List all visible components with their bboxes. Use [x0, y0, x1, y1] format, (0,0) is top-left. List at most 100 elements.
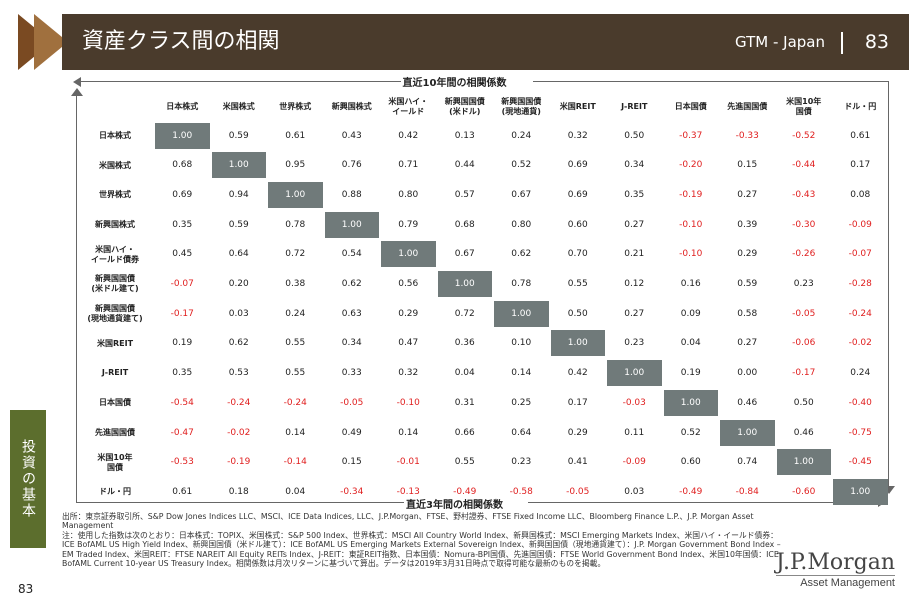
- matrix-cell: 1.00: [663, 389, 718, 416]
- matrix-cell: 1.00: [776, 449, 831, 476]
- matrix-cell: 0.34: [341, 338, 362, 349]
- matrix-cell: 0.52: [511, 160, 532, 171]
- matrix-cell: -0.17: [792, 368, 816, 379]
- matrix-cell: 0.35: [624, 189, 645, 200]
- matrix-cell: -0.01: [396, 457, 420, 468]
- matrix-cell: 0.69: [567, 160, 588, 171]
- header-bar: 資産クラス間の相関 GTM - Japan 83: [0, 14, 909, 70]
- matrix-cell: -0.84: [735, 486, 759, 497]
- matrix-cell: 0.78: [285, 219, 306, 230]
- matrix-cell: -0.49: [453, 486, 477, 497]
- row-header: ドル・円: [99, 487, 131, 497]
- column-header: 日本国債: [674, 102, 707, 111]
- matrix-cell: 0.03: [624, 486, 645, 497]
- matrix-cell: -0.10: [396, 397, 420, 408]
- matrix-cell: -0.60: [792, 486, 816, 497]
- matrix-cell: 0.56: [398, 279, 419, 289]
- arrow-up-icon: [71, 88, 83, 96]
- matrix-cell: 0.80: [511, 219, 532, 230]
- matrix-cell: 0.09: [680, 308, 701, 319]
- matrix-cell: 0.35: [172, 368, 193, 379]
- matrix-cell: 0.55: [567, 279, 588, 289]
- header-tag: GTM - Japan: [735, 33, 825, 51]
- matrix-cell: 0.54: [341, 249, 362, 260]
- matrix-cell: 0.94: [228, 189, 249, 200]
- matrix-cell: 0.27: [737, 189, 758, 200]
- matrix-cell: 0.55: [285, 368, 306, 379]
- header-page-number: 83: [864, 31, 889, 53]
- matrix-cell: 0.29: [567, 427, 588, 438]
- row-header: 新興国国債 (現地通貨建て): [87, 304, 143, 324]
- matrix-cell: 0.12: [624, 279, 645, 289]
- column-header: 新興国株式: [331, 102, 372, 111]
- matrix-cell: 0.35: [172, 219, 193, 230]
- matrix-cell: 0.45: [172, 249, 193, 260]
- row-header: 新興国国債 (米ドル建て): [91, 274, 139, 294]
- matrix-cell: 0.62: [228, 338, 249, 349]
- matrix-cell: -0.44: [792, 160, 816, 171]
- matrix-cell: 0.59: [737, 279, 758, 289]
- column-header: 日本株式: [166, 102, 199, 111]
- matrix-cell: 0.15: [737, 160, 758, 171]
- matrix-cell: 1.00: [550, 330, 605, 357]
- matrix-cell: 0.04: [454, 368, 475, 379]
- matrix-cell: 0.72: [454, 308, 475, 319]
- matrix-cell: 0.14: [511, 368, 532, 379]
- matrix-cell: 0.38: [285, 279, 306, 289]
- matrix-cell: 0.17: [850, 160, 871, 171]
- matrix-cell: 0.19: [172, 338, 193, 349]
- matrix-cell: 0.47: [398, 338, 419, 349]
- matrix-cell: 0.78: [511, 279, 532, 289]
- matrix-cell: 1.00: [211, 152, 266, 179]
- row-header: 米国10年 国債: [97, 452, 133, 472]
- matrix-cell: -0.09: [622, 457, 646, 468]
- matrix-cell: -0.37: [679, 130, 703, 141]
- matrix-cell: 0.55: [454, 457, 475, 468]
- matrix-cell: 0.53: [228, 368, 249, 379]
- matrix-cell: 0.14: [285, 427, 306, 438]
- matrix-cell: -0.30: [792, 219, 816, 230]
- matrix-cell: -0.45: [848, 457, 872, 468]
- matrix-cell: 0.29: [737, 249, 758, 260]
- matrix-cell: 0.15: [341, 457, 362, 468]
- footer-notes: 出所：東京証券取引所、S&P Dow Jones Indices LLC、MSC…: [62, 512, 782, 568]
- matrix-cell: 0.43: [341, 130, 362, 141]
- matrix-cell: 0.14: [398, 427, 419, 438]
- top-bracket-right: [533, 81, 889, 82]
- matrix-cell: -0.19: [679, 189, 703, 200]
- page-title: 資産クラス間の相関: [82, 29, 280, 54]
- matrix-cell: 0.49: [341, 427, 362, 438]
- matrix-cell: 0.19: [680, 368, 701, 379]
- matrix-cell: 0.59: [228, 219, 249, 230]
- matrix-cell: 0.60: [680, 457, 701, 468]
- column-header: J-REIT: [621, 102, 648, 111]
- matrix-cell: 0.20: [228, 279, 249, 289]
- matrix-cell: -0.02: [848, 338, 872, 349]
- matrix-cell: 0.08: [850, 189, 871, 200]
- matrix-cell: 0.62: [341, 279, 362, 289]
- header-divider: [841, 32, 843, 54]
- matrix-cell: 1.00: [324, 211, 379, 238]
- top-bracket-left: [76, 81, 401, 82]
- matrix-cell: 0.04: [680, 338, 701, 349]
- matrix-cell: -0.09: [848, 219, 872, 230]
- matrix-cell: 0.24: [850, 368, 871, 379]
- matrix-cell: 0.57: [454, 189, 475, 200]
- matrix-cell: 0.71: [398, 160, 419, 171]
- matrix-cell: -0.33: [735, 130, 759, 141]
- matrix-cell: -0.26: [792, 249, 816, 260]
- matrix-cell: -0.24: [848, 308, 872, 319]
- matrix-cell: -0.24: [283, 397, 307, 408]
- matrix-cell: 0.50: [793, 397, 814, 408]
- column-header: 米国10年 国債: [786, 97, 822, 116]
- matrix-cell: -0.40: [848, 397, 872, 408]
- matrix-cell: -0.05: [566, 486, 590, 497]
- page-number: 83: [18, 582, 34, 596]
- matrix-cell: 0.23: [511, 457, 532, 468]
- matrix-cell: 0.29: [398, 308, 419, 319]
- matrix-cell: 0.31: [454, 397, 475, 408]
- column-header: 先進国国債: [727, 102, 768, 111]
- matrix-cell: 0.61: [850, 130, 871, 141]
- matrix-cell: 0.10: [511, 338, 532, 349]
- side-tab: 投資の基本: [10, 410, 46, 548]
